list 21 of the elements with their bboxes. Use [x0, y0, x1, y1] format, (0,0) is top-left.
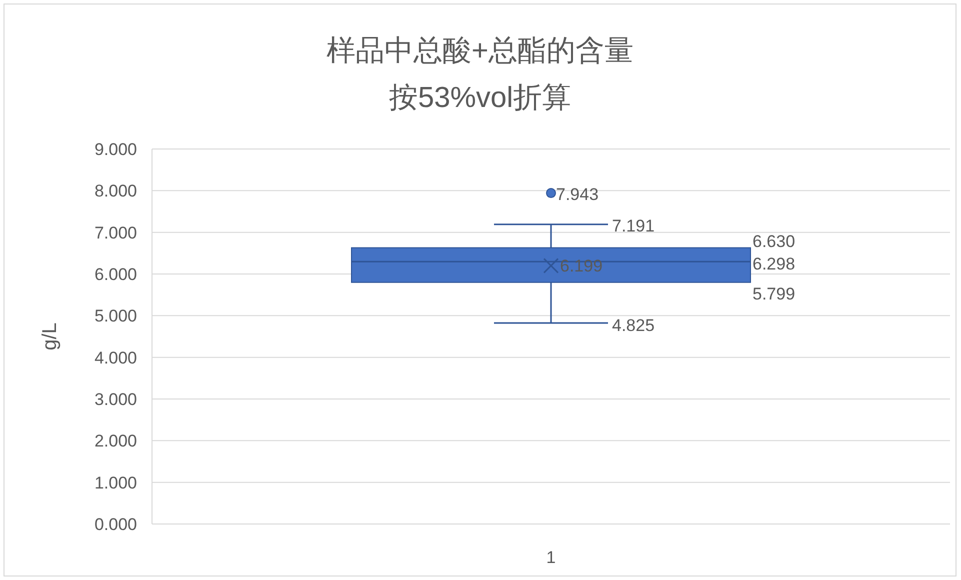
- y-axis-title: g/L: [39, 322, 61, 350]
- y-tick-label: 9.000: [94, 140, 137, 159]
- annotation: 6.298: [752, 254, 796, 274]
- y-tick-label: 5.000: [94, 306, 137, 326]
- annotation: 4.825: [612, 316, 655, 335]
- y-tick-label: 6.000: [94, 265, 137, 284]
- y-tick-label: 8.000: [94, 182, 137, 201]
- chart-subtitle: 按53%vol折算: [388, 82, 572, 114]
- annotation: 5.799: [752, 284, 796, 304]
- annotation: 6.199: [560, 256, 603, 276]
- y-tick-label: 0.000: [94, 515, 137, 534]
- chart-title: 样品中总酸+总酯的含量: [326, 35, 634, 67]
- y-tick-label: 7.000: [94, 223, 137, 242]
- annotation: 6.630: [752, 232, 796, 251]
- y-tick-label: 2.000: [94, 432, 137, 451]
- annotation: 7.943: [556, 185, 599, 204]
- y-tick-label: 1.000: [94, 473, 137, 492]
- y-tick-label: 3.000: [94, 390, 137, 409]
- y-tick-label: 4.000: [94, 348, 137, 368]
- x-tick-label: 1: [546, 548, 556, 567]
- annotation: 7.191: [612, 216, 655, 236]
